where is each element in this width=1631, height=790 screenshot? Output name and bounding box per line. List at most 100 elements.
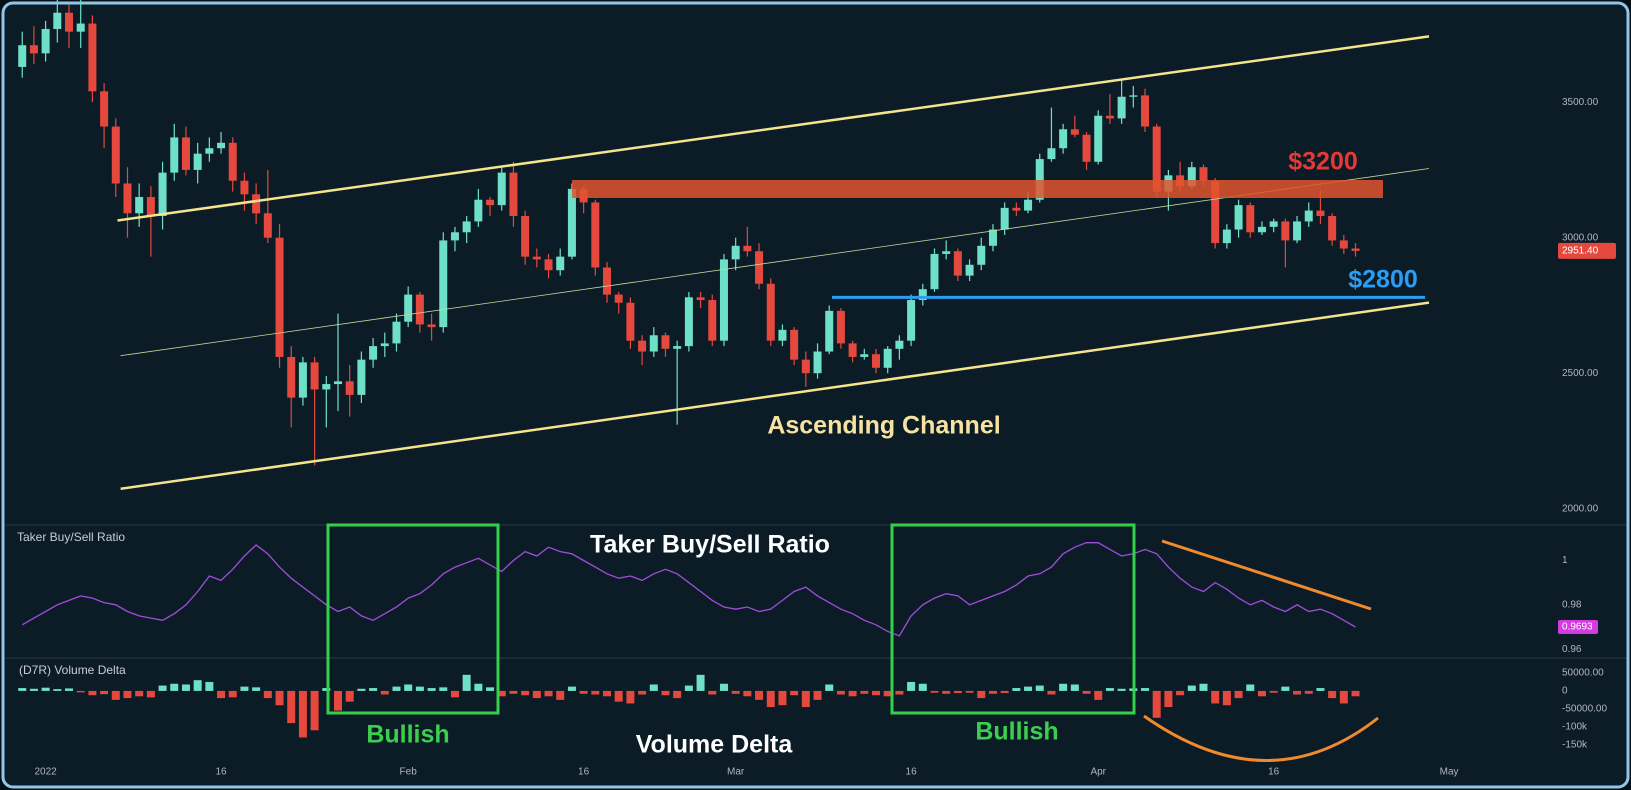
- volume-bar: [497, 690, 506, 697]
- candle-body: [813, 351, 822, 374]
- volume-bar: [100, 690, 109, 695]
- candle-body: [29, 45, 38, 54]
- candle-body: [743, 245, 752, 252]
- volume-bar: [1070, 684, 1079, 691]
- volume-bar: [380, 690, 389, 695]
- candle-body: [766, 283, 775, 341]
- candle-body: [1269, 221, 1278, 227]
- volume-bar: [334, 690, 343, 711]
- volume-bar: [1024, 686, 1033, 691]
- y-tick-label: 3500.00: [1562, 97, 1599, 108]
- volume-bar: [65, 688, 74, 691]
- candle-body: [988, 229, 997, 246]
- candle-body: [544, 259, 553, 271]
- volume-bar: [1281, 686, 1290, 691]
- candle-body: [1234, 205, 1243, 230]
- volume-bar: [930, 690, 939, 693]
- candle-body: [1257, 226, 1266, 233]
- candle-body: [193, 153, 202, 170]
- volume-bar: [743, 690, 752, 697]
- candle-body: [1024, 199, 1033, 211]
- volume-bar: [907, 681, 916, 691]
- volume-bar: [649, 684, 658, 691]
- candle-body: [18, 45, 27, 67]
- volume-bar: [1141, 688, 1150, 691]
- candle-body: [918, 289, 927, 301]
- candle-body: [872, 354, 881, 368]
- x-tick-label: Apr: [1090, 767, 1106, 778]
- volume-bar: [1105, 688, 1114, 691]
- bullish-label: Bullish: [366, 721, 449, 749]
- candle-body: [427, 324, 436, 328]
- candle-body: [731, 245, 740, 260]
- candle-body: [158, 172, 167, 216]
- candle-body: [135, 197, 144, 214]
- volume-bar: [462, 674, 471, 691]
- volume-bar: [357, 688, 366, 691]
- candle-body: [801, 359, 810, 374]
- bullish-label: Bullish: [975, 718, 1058, 746]
- x-tick-label: 16: [1268, 767, 1280, 778]
- volume-bar: [111, 690, 120, 700]
- candle-body: [895, 340, 904, 349]
- volume-bar: [872, 690, 881, 696]
- volume-bar: [310, 690, 319, 731]
- candle-body: [369, 346, 378, 360]
- price-tag: [1558, 242, 1616, 259]
- x-tick-label: 16: [906, 767, 918, 778]
- candle-body: [1328, 216, 1337, 241]
- volume-bar: [673, 690, 682, 699]
- candle-body: [439, 240, 448, 328]
- volume-bar: [544, 690, 553, 697]
- candle-body: [392, 321, 401, 344]
- volume-bar: [532, 690, 541, 699]
- candle-body: [1047, 148, 1056, 160]
- volume-bar: [1351, 690, 1360, 697]
- channel-label: Ascending Channel: [767, 412, 1000, 440]
- candle-body: [275, 237, 284, 357]
- candle-body: [1222, 229, 1231, 244]
- volume-bar: [1035, 685, 1044, 691]
- candle-body: [930, 253, 939, 290]
- candle-body: [263, 213, 272, 238]
- volume-bar: [1117, 688, 1126, 691]
- candle-body: [953, 251, 962, 276]
- candle-body: [310, 362, 319, 390]
- candle-body: [1293, 221, 1302, 241]
- bullish-box: [890, 523, 1136, 715]
- volume-bar: [29, 688, 38, 691]
- candle-body: [462, 221, 471, 233]
- volume-bar: [1199, 683, 1208, 691]
- candle-body: [661, 335, 670, 349]
- y-tick-label: -150k: [1562, 739, 1588, 750]
- candle-body: [65, 12, 74, 32]
- x-tick-label: May: [1440, 767, 1459, 778]
- volume-bar: [965, 690, 974, 693]
- volume-bar: [1176, 690, 1185, 696]
- volume-bar: [298, 690, 307, 738]
- volume-bar: [977, 690, 986, 699]
- volume-bar: [579, 690, 588, 694]
- volume-bar: [486, 687, 495, 691]
- candle-body: [1152, 126, 1161, 192]
- trend-line: [1161, 539, 1372, 611]
- candle-body: [404, 294, 413, 322]
- volume-bar: [439, 687, 448, 691]
- volume-bar: [123, 690, 132, 699]
- candle-body: [942, 251, 951, 254]
- volume-bar: [1222, 690, 1231, 706]
- y-tick-label: 0: [1562, 686, 1568, 697]
- volume-bar: [415, 686, 424, 691]
- candle-body: [696, 297, 705, 301]
- candle-body: [228, 142, 237, 181]
- candle-body: [1070, 129, 1079, 135]
- resistance-zone: [572, 180, 1383, 198]
- volume-bar: [988, 690, 997, 694]
- volume-bar: [322, 688, 331, 691]
- candle-body: [825, 310, 834, 352]
- volume-bar: [614, 690, 623, 702]
- bullish-box: [326, 523, 500, 715]
- candle-body: [1117, 96, 1126, 119]
- volume-bar: [638, 690, 647, 695]
